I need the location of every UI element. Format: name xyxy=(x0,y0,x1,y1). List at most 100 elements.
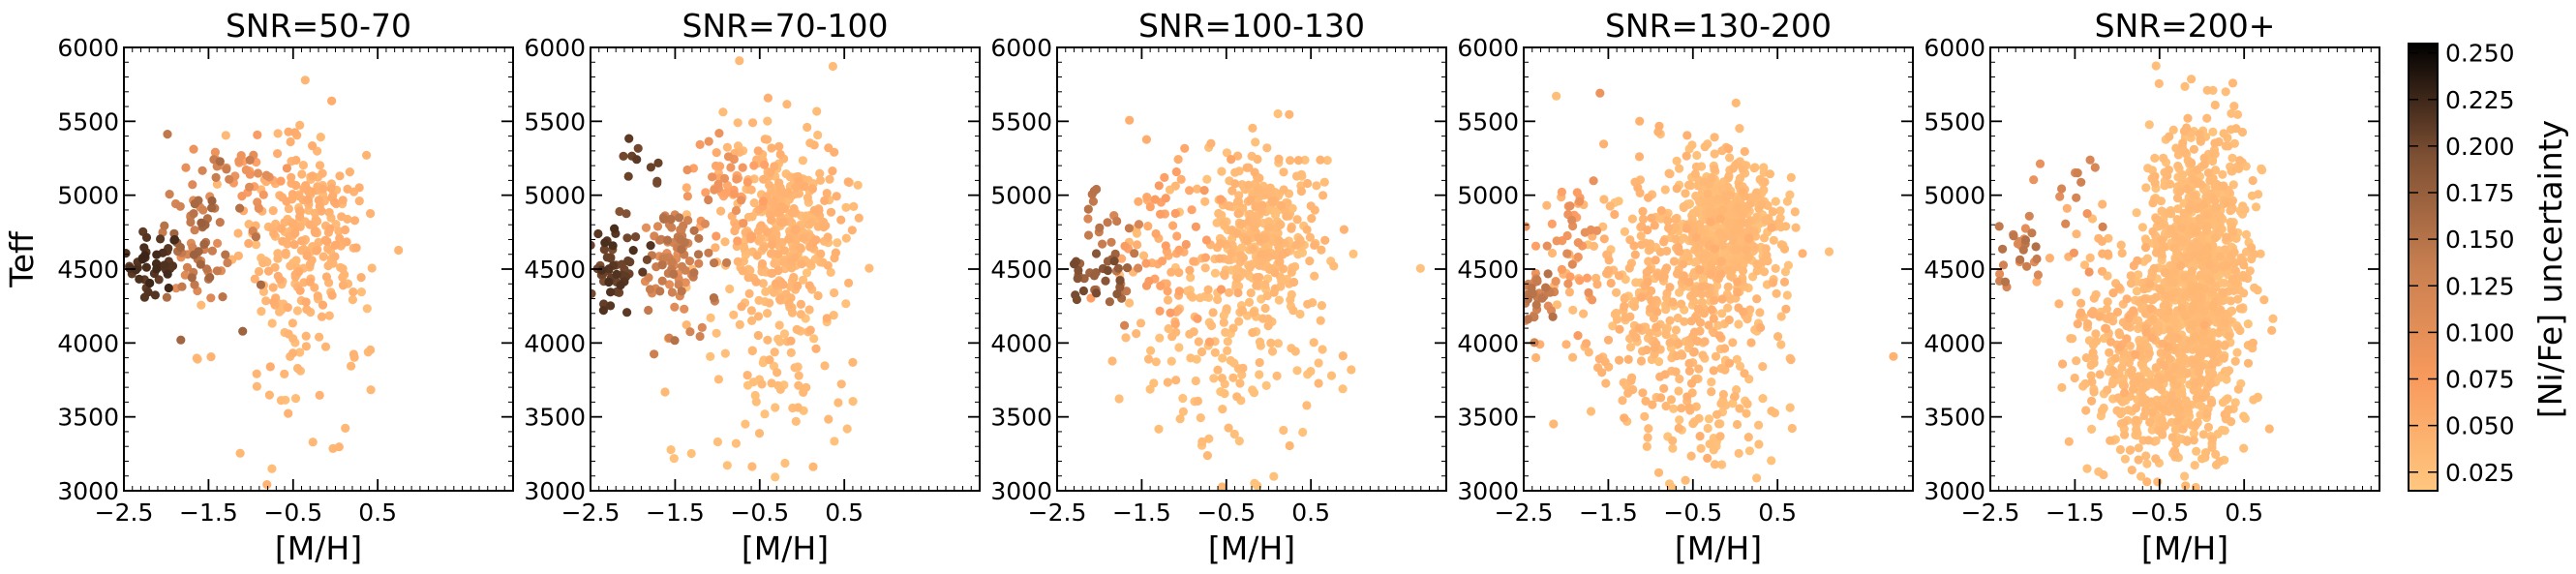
data-point xyxy=(1679,259,1688,269)
data-point xyxy=(816,249,826,258)
data-point xyxy=(273,254,283,263)
data-point xyxy=(2124,314,2134,323)
data-point xyxy=(779,217,789,227)
data-point xyxy=(2219,287,2228,297)
data-point xyxy=(1149,378,1159,388)
data-point xyxy=(836,215,846,225)
data-point xyxy=(2106,337,2116,347)
data-point xyxy=(712,328,721,338)
data-point xyxy=(1693,304,1703,314)
data-point xyxy=(1697,282,1707,291)
data-point xyxy=(1072,294,1081,305)
data-point xyxy=(1620,293,1629,304)
data-point xyxy=(1227,155,1236,165)
data-point xyxy=(1729,235,1739,245)
data-point xyxy=(829,311,838,320)
data-point xyxy=(1647,213,1656,223)
data-point xyxy=(2184,204,2195,214)
data-point xyxy=(599,299,609,309)
colorbar-tick-label: 0.075 xyxy=(2445,366,2515,394)
data-point xyxy=(1646,304,1655,314)
data-point xyxy=(1286,295,1295,305)
data-point xyxy=(205,273,215,283)
data-point xyxy=(738,163,747,172)
data-point xyxy=(1759,185,1769,195)
data-point xyxy=(176,335,186,345)
data-point xyxy=(2222,232,2231,242)
data-point xyxy=(805,259,815,269)
data-point xyxy=(1326,371,1337,380)
data-point xyxy=(1644,193,1653,202)
y-tick-label: 3000 xyxy=(1924,477,1985,505)
data-point xyxy=(235,448,245,458)
data-point xyxy=(1662,263,1672,273)
data-point xyxy=(2197,402,2206,411)
data-point xyxy=(356,287,366,297)
data-point xyxy=(1720,365,1730,375)
data-point xyxy=(1224,423,1233,433)
data-point xyxy=(1767,407,1776,416)
data-point xyxy=(326,184,336,194)
data-point xyxy=(1236,220,1246,229)
data-point xyxy=(1286,156,1295,166)
data-point xyxy=(1105,297,1114,307)
data-point xyxy=(1227,248,1236,257)
data-point xyxy=(2127,466,2137,475)
data-point xyxy=(763,116,773,126)
data-point xyxy=(1730,227,1740,236)
data-point xyxy=(2167,225,2176,234)
data-point xyxy=(221,250,230,259)
data-point xyxy=(812,207,822,217)
data-point xyxy=(1244,297,1255,307)
data-point xyxy=(2076,298,2086,308)
data-point xyxy=(253,130,262,139)
data-point xyxy=(1125,298,1135,308)
data-point xyxy=(2140,395,2151,405)
data-point xyxy=(1647,296,1656,306)
data-point xyxy=(1601,378,1611,388)
data-point xyxy=(1274,154,1284,164)
data-point xyxy=(2207,398,2217,408)
data-point xyxy=(329,197,340,207)
data-point xyxy=(741,419,750,429)
data-point xyxy=(2137,359,2146,369)
data-point xyxy=(610,224,620,233)
data-point xyxy=(2190,421,2199,431)
y-tick-label: 4000 xyxy=(990,329,1052,357)
data-point xyxy=(1112,289,1122,299)
data-point xyxy=(2131,349,2140,359)
data-point xyxy=(733,118,742,128)
data-point xyxy=(2131,415,2141,425)
data-point xyxy=(1292,215,1302,225)
data-point xyxy=(1734,303,1743,313)
data-point xyxy=(276,224,286,233)
data-point xyxy=(1660,185,1670,195)
colorbar-ticks: 0.2500.2250.2000.1750.1500.1250.1000.075… xyxy=(2409,40,2515,487)
data-point xyxy=(2235,304,2245,314)
data-point xyxy=(733,257,742,266)
data-point xyxy=(775,294,785,304)
data-point xyxy=(268,206,278,216)
data-point xyxy=(787,263,797,273)
data-point xyxy=(1785,190,1795,199)
data-point xyxy=(1552,236,1561,246)
data-point xyxy=(1187,205,1197,215)
data-point xyxy=(1194,337,1203,347)
y-tick-label: 5500 xyxy=(1457,107,1519,136)
data-point xyxy=(315,390,324,400)
data-point xyxy=(1779,244,1790,254)
data-point xyxy=(2115,444,2125,455)
data-point xyxy=(1669,404,1679,413)
data-point xyxy=(256,280,266,289)
data-point xyxy=(655,287,665,296)
data-point xyxy=(1713,195,1723,204)
data-point xyxy=(1798,249,1807,258)
data-point xyxy=(1180,143,1190,153)
data-point xyxy=(774,320,784,330)
data-point xyxy=(1682,151,1691,161)
x-tick-label: −2.5 xyxy=(1495,498,1554,527)
data-point xyxy=(2082,209,2092,219)
data-point xyxy=(1698,254,1709,263)
data-point xyxy=(1146,346,1156,355)
data-point xyxy=(820,196,830,205)
